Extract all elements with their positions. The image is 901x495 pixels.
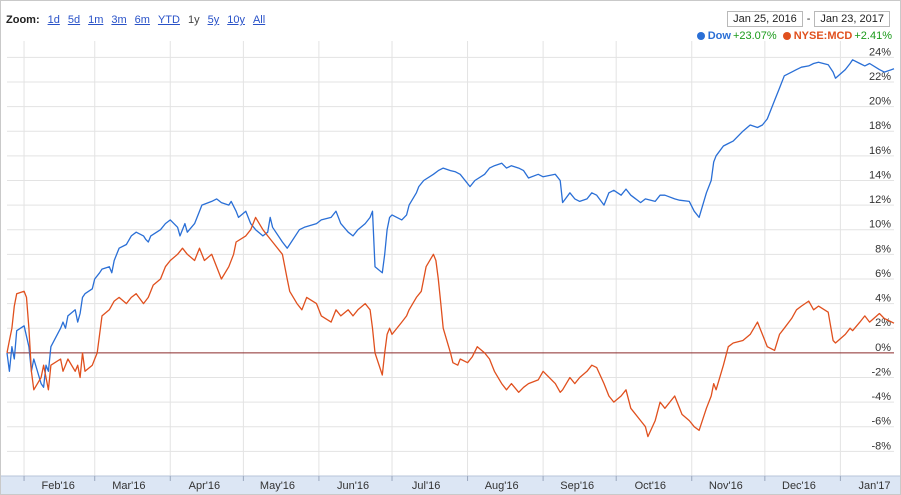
x-tick-label: Oct'16 <box>635 480 666 492</box>
legend-dot-dow <box>696 32 705 40</box>
legend-change-dow: +23.07% <box>732 30 777 42</box>
legend-entry-dow[interactable]: Dow +23.07% <box>696 30 777 42</box>
zoom-bar: Zoom: 1d 5d 1m 3m 6m YTD 1y 5y 10y All <box>6 13 273 27</box>
y-tick-label: 20% <box>869 96 891 108</box>
zoom-option-3m[interactable]: 3m <box>111 14 127 26</box>
x-tick-label: Mar'16 <box>112 480 145 492</box>
end-date-field[interactable]: Jan 23, 2017 <box>814 11 890 27</box>
series-line-mcd <box>6 216 895 438</box>
x-tick-label: Nov'16 <box>709 480 743 492</box>
zoom-label: Zoom: <box>6 14 40 26</box>
legend-change-mcd: +2.41% <box>854 30 892 42</box>
legend-entry-mcd[interactable]: NYSE:MCD +2.41% <box>782 30 892 42</box>
zoom-option-ytd[interactable]: YTD <box>157 14 180 26</box>
x-tick-label: Apr'16 <box>189 480 220 492</box>
legend-name-dow: Dow <box>707 30 731 42</box>
x-tick-label: Feb'16 <box>42 480 75 492</box>
zoom-option-5d[interactable]: 5d <box>67 14 81 26</box>
x-tick-label: Jan'17 <box>858 480 890 492</box>
x-tick-label: Jun'16 <box>337 480 369 492</box>
legend-name-mcd: NYSE:MCD <box>793 30 853 42</box>
start-date-field[interactable]: Jan 25, 2016 <box>727 11 803 27</box>
y-tick-label: 4% <box>875 293 891 305</box>
zoom-option-1m[interactable]: 1m <box>88 14 104 26</box>
zoom-option-5y[interactable]: 5y <box>207 14 220 26</box>
legend-dot-mcd <box>782 32 791 40</box>
zoom-option-all[interactable]: All <box>252 14 266 26</box>
y-tick-label: -4% <box>871 391 891 403</box>
zoom-option-1d[interactable]: 1d <box>47 14 60 26</box>
x-tick-label: Sep'16 <box>560 480 594 492</box>
y-tick-label: 18% <box>869 120 891 132</box>
y-tick-label: 2% <box>875 317 891 329</box>
zoom-option-1y[interactable]: 1y <box>187 14 200 26</box>
y-tick-label: 10% <box>869 219 891 231</box>
x-tick-label: Jul'16 <box>412 480 440 492</box>
x-tick-label: Dec'16 <box>782 480 816 492</box>
chart-legend: Dow +23.07% NYSE:MCD +2.41% <box>691 30 892 42</box>
zoom-option-6m[interactable]: 6m <box>134 14 150 26</box>
date-range: Jan 25, 2016 - Jan 23, 2017 <box>727 11 890 27</box>
y-tick-label: -2% <box>871 366 891 378</box>
y-tick-label: -6% <box>871 416 891 428</box>
x-tick-label: Aug'16 <box>485 480 519 492</box>
y-tick-label: 12% <box>869 194 891 206</box>
y-tick-label: 16% <box>869 145 891 157</box>
y-tick-label: -8% <box>871 440 891 452</box>
series-line-dow <box>6 59 895 388</box>
y-tick-label: 14% <box>869 169 891 181</box>
y-tick-label: 6% <box>875 268 891 280</box>
y-tick-label: 0% <box>875 342 891 354</box>
y-tick-label: 24% <box>869 46 891 58</box>
x-axis-band <box>1 476 900 494</box>
y-tick-label: 22% <box>869 71 891 83</box>
y-tick-label: 8% <box>875 243 891 255</box>
date-separator: - <box>806 13 811 25</box>
x-tick-label: May'16 <box>260 480 295 492</box>
zoom-option-10y[interactable]: 10y <box>227 14 245 26</box>
